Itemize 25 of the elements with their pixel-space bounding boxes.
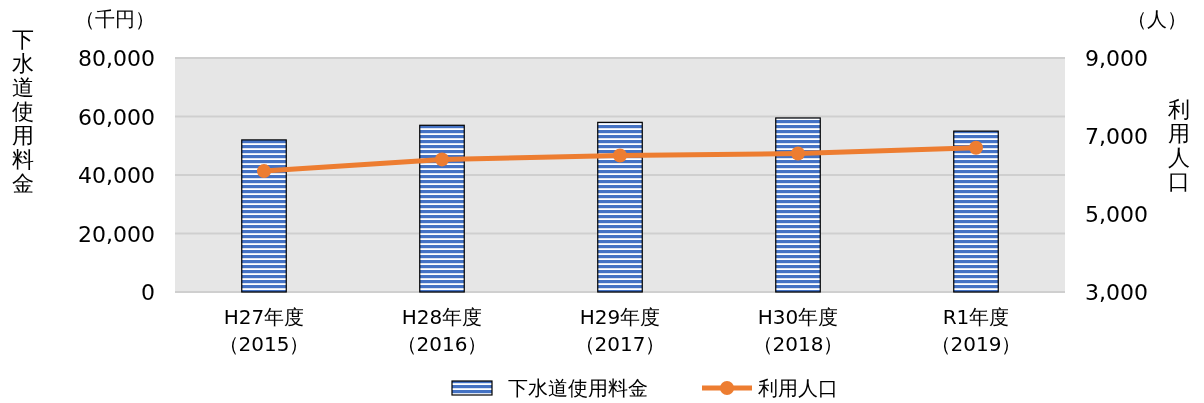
y2-axis-title: 利用人口 (1168, 97, 1191, 194)
legend-label: 利用人口 (758, 376, 838, 400)
text: （千円） (75, 7, 155, 31)
y-axis-title: 下水道使用料金 (12, 27, 35, 196)
x-tick-label: H30年度（2018） (751, 304, 845, 358)
y2-tick-label: 9,000 (1085, 46, 1148, 71)
y-tick-label: 60,000 (78, 104, 155, 130)
x-tick-label: H27年度（2015） (217, 304, 311, 358)
point (435, 152, 449, 167)
point (257, 164, 271, 179)
y2-tick-label: 3,000 (1085, 280, 1148, 305)
y2-tick-label: 7,000 (1085, 124, 1148, 149)
y2-tick-label: 5,000 (1085, 202, 1148, 227)
x-tick-label: H29年度（2017） (573, 304, 667, 358)
y-tick-label: 80,000 (78, 46, 155, 71)
text: （人） (1127, 7, 1187, 31)
y-tick-label: 0 (141, 280, 155, 305)
point (969, 140, 983, 155)
x-tick-label: R1年度（2019） (929, 304, 1023, 358)
x-tick-label: H28年度（2016） (395, 304, 489, 358)
point (613, 148, 627, 163)
y-tick-label: 20,000 (78, 221, 155, 247)
y-tick-label: 40,000 (78, 163, 155, 188)
legend-label: 下水道使用料金 (508, 376, 648, 400)
point (791, 146, 805, 161)
